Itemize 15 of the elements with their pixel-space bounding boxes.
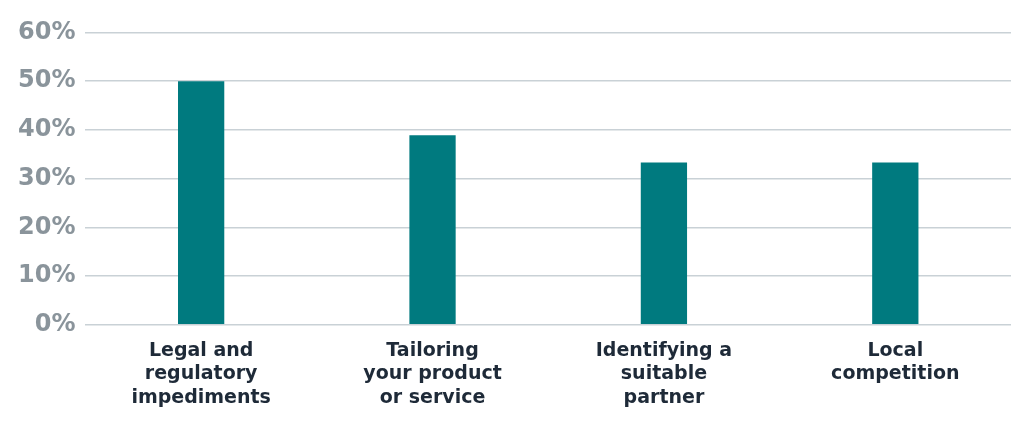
bar xyxy=(872,162,919,324)
x-tick-label: Identifying a suitable partner xyxy=(595,337,733,408)
y-tick-label: 40% xyxy=(17,114,76,143)
y-tick-label: 50% xyxy=(17,65,76,94)
y-tick-label: 60% xyxy=(17,16,76,45)
x-tick-label: Legal and regulatory impediments xyxy=(131,337,271,408)
y-tick-label: 20% xyxy=(17,211,76,240)
x-tick-label: Tailoring your product or service xyxy=(363,337,502,408)
y-tick-label: 30% xyxy=(17,162,76,191)
bar xyxy=(178,81,225,324)
bar xyxy=(640,162,688,324)
y-tick-label: 10% xyxy=(17,260,76,289)
bar xyxy=(409,135,456,324)
x-tick-label: Local competition xyxy=(831,337,960,384)
y-tick-label: 0% xyxy=(34,308,76,337)
